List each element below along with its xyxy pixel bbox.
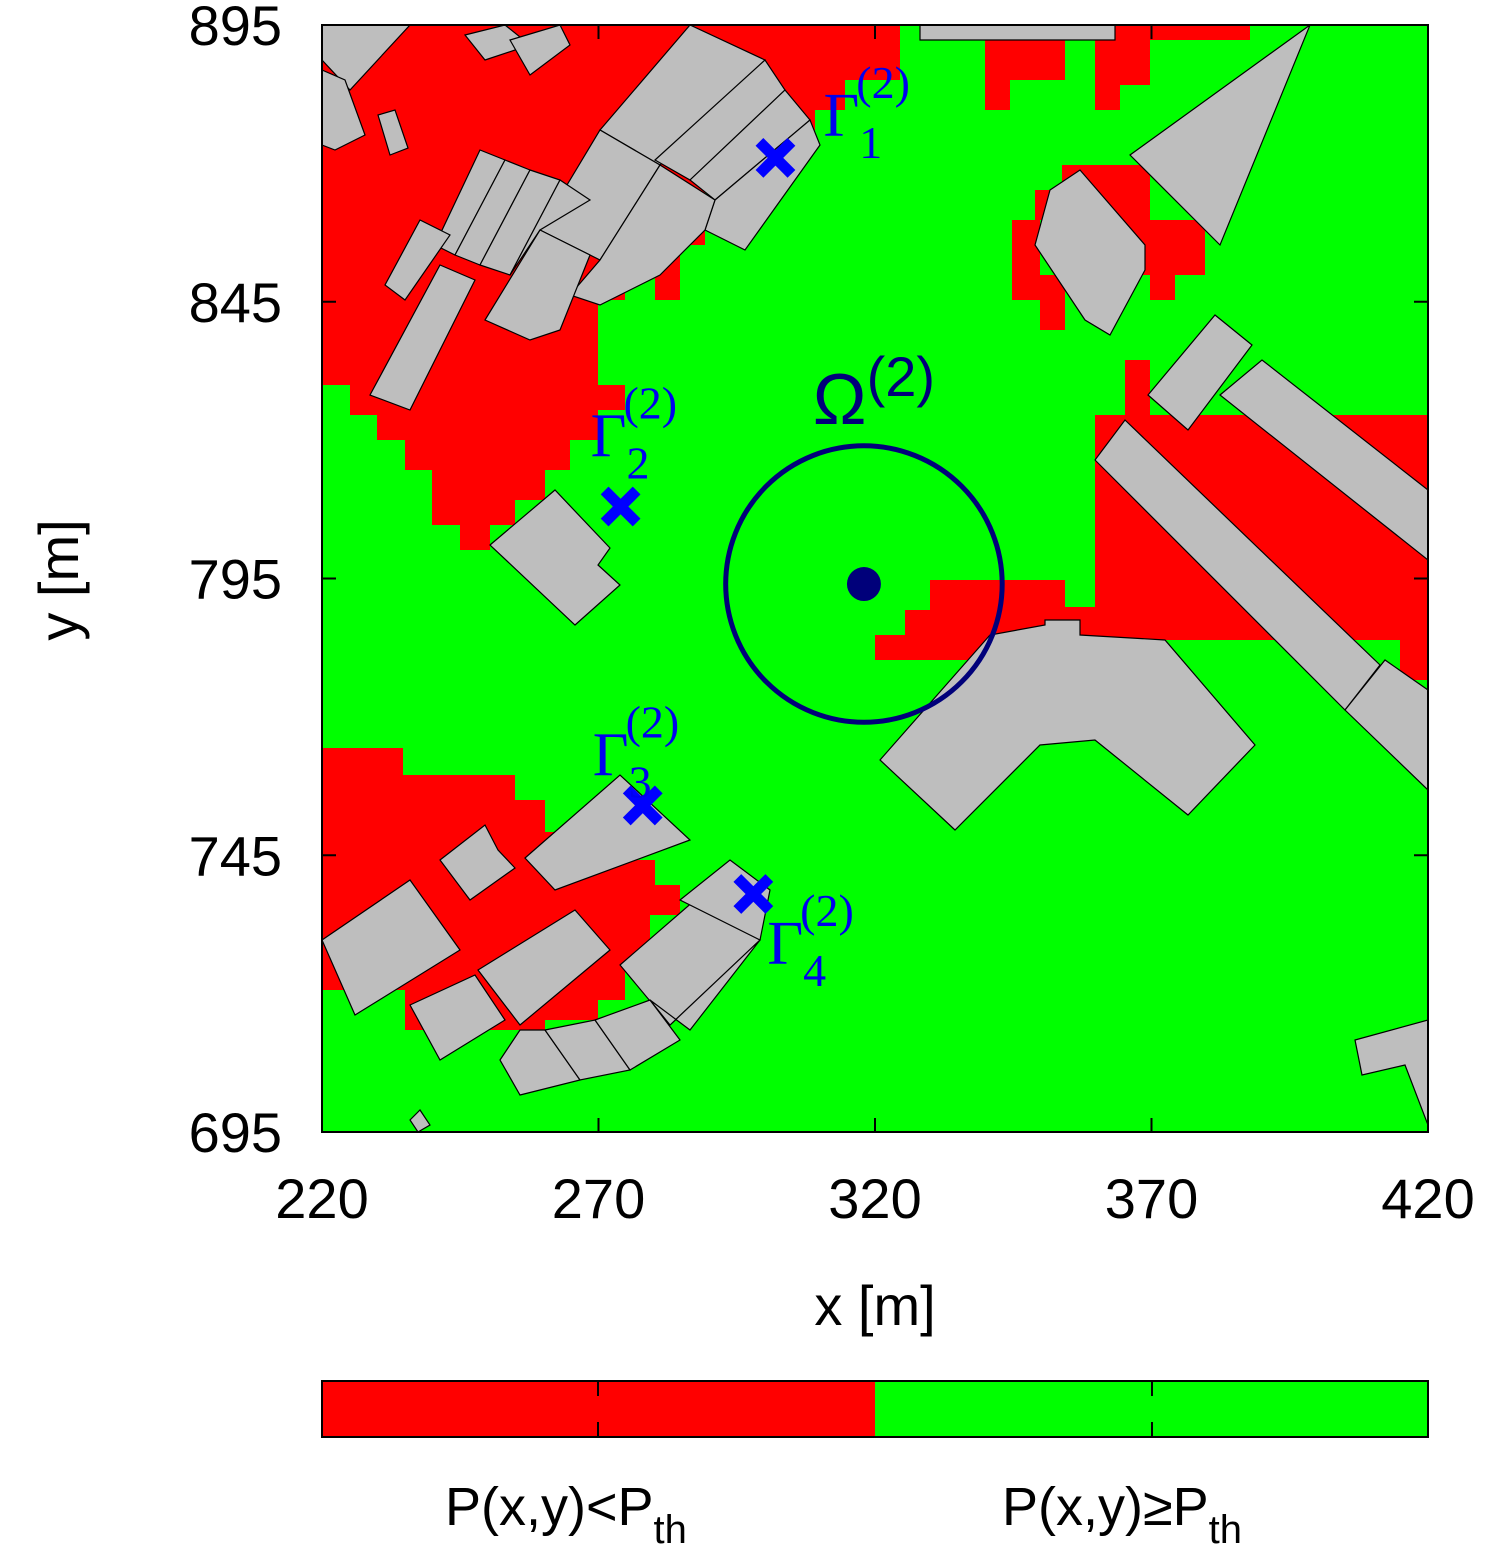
legend-frame	[321, 1380, 1429, 1438]
legend: P(x,y)<Pth P(x,y)≥Pth	[321, 1380, 1429, 1549]
building	[594, 999, 681, 1071]
gamma-marker-3: Γ3(2)	[593, 696, 679, 826]
omega-region: Ω(2)	[723, 345, 1005, 725]
omega-center-point	[846, 567, 881, 602]
cross-mark	[755, 137, 796, 178]
y-tick-label: 745	[189, 824, 282, 887]
building	[439, 824, 516, 901]
gamma-label-4: Γ4(2)	[767, 885, 853, 996]
red-region-north-center	[985, 25, 1065, 110]
building	[879, 619, 1256, 831]
building	[509, 25, 571, 76]
building	[377, 109, 409, 156]
building	[678, 859, 771, 941]
gamma-label-3: Γ3(2)	[593, 696, 679, 807]
gamma-marker-2: Γ2(2)	[591, 378, 677, 527]
gamma-label-1: Γ1(2)	[823, 57, 909, 168]
red-region-east-upper	[1012, 220, 1065, 330]
y-axis-title: y [m]	[27, 519, 90, 640]
x-tick-label: 370	[1105, 1167, 1198, 1230]
legend-label-below: P(x,y)<Pth	[445, 1477, 687, 1549]
x-tick-label: 420	[1381, 1167, 1474, 1230]
x-axis-ticks: 220 270 320 370 420	[275, 25, 1475, 1230]
building	[409, 1109, 431, 1132]
building	[1354, 1019, 1428, 1126]
building	[322, 69, 366, 151]
cross-mark	[600, 486, 641, 527]
building	[409, 974, 506, 1061]
gamma-label-2: Γ2(2)	[591, 378, 677, 489]
building	[384, 219, 451, 301]
buildings	[322, 25, 1428, 1132]
map-plot-area	[322, 25, 1428, 1132]
building	[1129, 25, 1311, 247]
x-tick-label: 320	[828, 1167, 921, 1230]
building	[477, 909, 611, 1026]
x-axis-title: x [m]	[814, 1274, 935, 1337]
building	[1147, 314, 1253, 431]
y-tick-label: 845	[189, 271, 282, 334]
omega-circle	[723, 443, 1005, 725]
legend-label-above: P(x,y)≥Pth	[1002, 1477, 1242, 1549]
y-tick-label: 895	[189, 0, 282, 57]
building	[1219, 359, 1428, 561]
building	[1034, 169, 1146, 336]
y-axis-ticks: 695 745 795 845 895	[189, 0, 1428, 1164]
building	[484, 229, 591, 341]
y-tick-label: 695	[189, 1101, 282, 1164]
cross-mark	[622, 785, 663, 826]
building	[369, 264, 476, 411]
gamma-markers: Γ1(2) Γ2(2) Γ3(2) Γ4(2)	[591, 57, 910, 996]
omega-label: Ω(2)	[813, 345, 935, 440]
building	[322, 25, 411, 91]
x-tick-label: 270	[552, 1167, 645, 1230]
gamma-marker-1: Γ1(2)	[755, 57, 910, 178]
building	[322, 879, 461, 1016]
x-tick-label: 220	[275, 1167, 368, 1230]
building	[919, 25, 1116, 41]
building	[568, 164, 716, 306]
y-tick-label: 795	[189, 548, 282, 611]
building	[1094, 419, 1381, 711]
gamma-marker-4: Γ4(2)	[733, 874, 854, 996]
building	[649, 939, 761, 1031]
building	[1344, 659, 1428, 791]
building	[489, 489, 621, 626]
cross-mark	[733, 874, 774, 914]
